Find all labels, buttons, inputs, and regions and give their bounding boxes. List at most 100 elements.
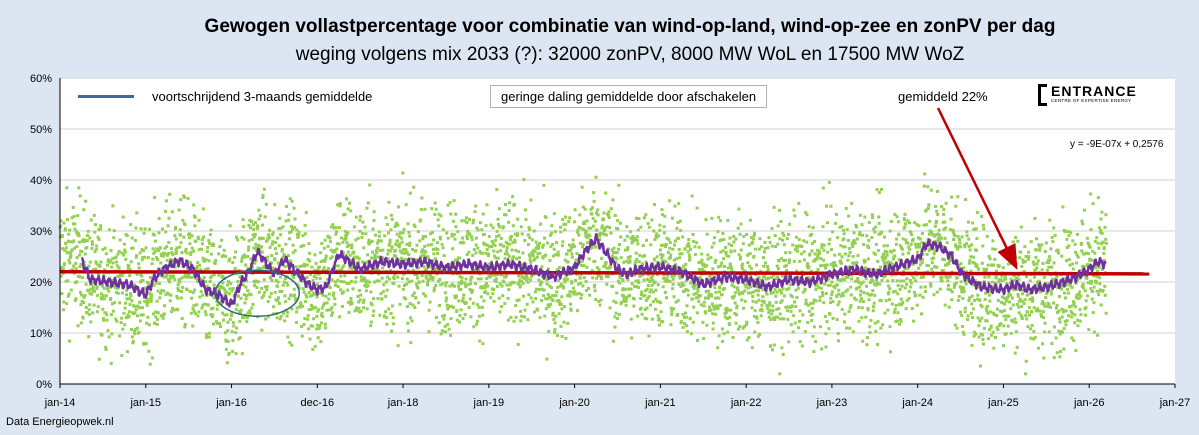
- scatter-point: [958, 310, 962, 314]
- scatter-point: [96, 305, 100, 309]
- scatter-point: [496, 222, 500, 226]
- scatter-point: [348, 253, 352, 257]
- scatter-point: [1082, 286, 1086, 290]
- scatter-point: [105, 294, 109, 298]
- scatter-point: [285, 281, 289, 285]
- scatter-point: [105, 287, 109, 291]
- scatter-point: [726, 266, 730, 270]
- scatter-point: [1091, 202, 1095, 206]
- scatter-point: [995, 307, 999, 311]
- scatter-point: [179, 296, 183, 300]
- scatter-point: [645, 287, 649, 291]
- scatter-point: [97, 238, 101, 242]
- scatter-point: [1067, 244, 1071, 248]
- scatter-point: [179, 241, 183, 245]
- scatter-point: [595, 266, 599, 270]
- scatter-point: [803, 287, 807, 291]
- scatter-point: [774, 276, 778, 280]
- scatter-point: [978, 298, 982, 302]
- scatter-point: [288, 231, 292, 235]
- scatter-point: [273, 203, 277, 207]
- scatter-point: [308, 272, 312, 276]
- scatter-point: [320, 321, 324, 325]
- scatter-point: [253, 232, 257, 236]
- scatter-point: [197, 218, 201, 222]
- scatter-point: [225, 290, 229, 294]
- scatter-point: [91, 289, 95, 293]
- scatter-point: [643, 254, 647, 258]
- scatter-point: [416, 230, 420, 234]
- scatter-point: [786, 274, 790, 278]
- scatter-point: [111, 256, 115, 260]
- scatter-point: [459, 288, 463, 292]
- scatter-point: [1046, 258, 1050, 262]
- scatter-point: [424, 274, 428, 278]
- scatter-point: [431, 275, 435, 279]
- scatter-point: [413, 306, 417, 310]
- scatter-point: [636, 314, 640, 318]
- scatter-point: [95, 310, 99, 314]
- scatter-point: [1038, 248, 1042, 252]
- scatter-point: [413, 225, 417, 229]
- scatter-point: [99, 224, 103, 228]
- scatter-point: [248, 309, 252, 313]
- scatter-point: [123, 248, 127, 252]
- scatter-point: [457, 320, 461, 324]
- scatter-point: [772, 205, 776, 209]
- scatter-point: [941, 269, 945, 273]
- scatter-point: [871, 279, 875, 283]
- scatter-point: [465, 221, 469, 225]
- scatter-point: [312, 292, 316, 296]
- scatter-point: [87, 308, 91, 312]
- scatter-point: [150, 356, 154, 360]
- scatter-point: [808, 252, 812, 256]
- scatter-point: [752, 233, 756, 237]
- scatter-point: [199, 247, 203, 251]
- scatter-point: [414, 258, 418, 262]
- scatter-point: [316, 336, 320, 340]
- scatter-point: [811, 301, 815, 305]
- scatter-point: [115, 264, 119, 268]
- scatter-point: [415, 285, 419, 289]
- scatter-point: [709, 293, 713, 297]
- scatter-point: [688, 258, 692, 262]
- scatter-point: [731, 336, 735, 340]
- scatter-point: [517, 281, 521, 285]
- scatter-point: [864, 277, 868, 281]
- scatter-point: [398, 242, 402, 246]
- scatter-point: [152, 251, 156, 255]
- scatter-point: [647, 273, 651, 277]
- scatter-point: [987, 275, 991, 279]
- scatter-point: [391, 316, 395, 320]
- scatter-point: [83, 252, 87, 256]
- y-tick-label: 30%: [30, 226, 52, 238]
- scatter-point: [918, 237, 922, 241]
- scatter-point: [411, 303, 415, 307]
- scatter-point: [290, 307, 294, 311]
- scatter-point: [319, 251, 323, 255]
- scatter-point: [1003, 274, 1007, 278]
- scatter-point: [411, 293, 415, 297]
- scatter-point: [204, 258, 208, 262]
- scatter-point: [517, 298, 521, 302]
- scatter-point: [560, 295, 564, 299]
- scatter-point: [286, 283, 290, 287]
- scatter-point: [575, 309, 579, 313]
- scatter-point: [479, 277, 483, 281]
- scatter-point: [163, 246, 167, 250]
- scatter-point: [392, 277, 396, 281]
- scatter-point: [776, 267, 780, 271]
- scatter-point: [752, 314, 756, 318]
- scatter-point: [716, 306, 720, 310]
- scatter-point: [1058, 355, 1062, 359]
- scatter-point: [150, 262, 154, 266]
- scatter-point: [836, 303, 840, 307]
- scatter-point: [1050, 342, 1054, 346]
- scatter-point: [905, 298, 909, 302]
- scatter-point: [127, 315, 131, 319]
- chart-title: Gewogen vollastpercentage voor combinati…: [204, 16, 1056, 37]
- scatter-point: [75, 256, 79, 260]
- scatter-point: [708, 273, 712, 277]
- scatter-point: [404, 257, 408, 261]
- scatter-point: [1047, 330, 1051, 334]
